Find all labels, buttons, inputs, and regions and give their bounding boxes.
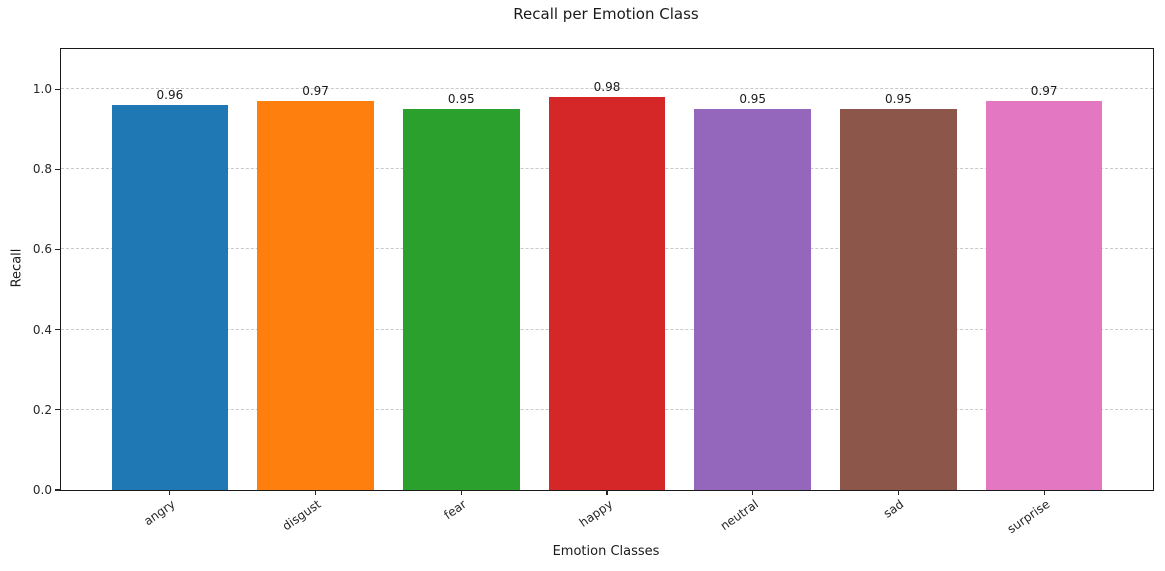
x-tick-label-happy: happy xyxy=(576,497,616,530)
gridline xyxy=(61,88,1153,90)
x-tick-label-angry: angry xyxy=(141,497,178,529)
chart-title: Recall per Emotion Class xyxy=(513,5,699,23)
x-tick-mark xyxy=(169,490,171,495)
bar-neutral xyxy=(694,109,811,490)
y-tick-label: 0.8 xyxy=(32,162,52,177)
x-tick-mark xyxy=(897,490,899,495)
x-tick-label-sad: sad xyxy=(881,497,907,521)
y-tick-mark xyxy=(55,248,60,251)
y-tick-mark xyxy=(55,409,60,411)
x-tick-label-disgust: disgust xyxy=(280,497,324,534)
bar-disgust xyxy=(257,101,374,490)
x-tick-label-surprise: surprise xyxy=(1004,497,1053,537)
plot-area: 0.96 0.97 0.95 0.98 0.95 0.95 0.97 0.0 0.2 0.4 0.… xyxy=(33,48,1154,536)
bar-surprise xyxy=(985,101,1103,490)
bar-value-label: 0.96 xyxy=(156,88,184,103)
y-tick-mark xyxy=(55,168,60,170)
x-tick-mark xyxy=(314,490,317,495)
bar-happy xyxy=(548,97,666,490)
y-tick-label: 0.4 xyxy=(32,322,52,337)
y-tick-mark xyxy=(55,88,60,90)
x-tick-mark xyxy=(752,490,754,495)
bar-value-label: 0.97 xyxy=(302,84,329,99)
bar-fear xyxy=(403,109,520,490)
bar-value-label: 0.95 xyxy=(885,92,912,107)
y-tick-label: 1.0 xyxy=(32,82,52,97)
y-tick-label: 0.2 xyxy=(32,402,52,417)
y-axis-label: Recall xyxy=(9,248,25,288)
x-axis-label: Emotion Classes xyxy=(552,544,660,559)
y-tick-mark xyxy=(55,489,60,491)
x-tick-mark xyxy=(606,490,608,495)
bar-sad xyxy=(840,109,957,490)
y-tick-label: 0.6 xyxy=(32,242,52,257)
x-tick-mark xyxy=(460,490,462,495)
x-tick-mark xyxy=(1043,490,1045,495)
x-tick-label-fear: fear xyxy=(441,497,470,523)
bar-value-label: 0.97 xyxy=(1030,84,1058,99)
bar-value-label: 0.98 xyxy=(593,80,621,95)
y-tick-label: 0.0 xyxy=(32,483,52,497)
bar-value-label: 0.95 xyxy=(739,92,767,107)
bar-angry xyxy=(111,105,229,490)
y-tick-mark xyxy=(55,329,60,331)
bar-value-label: 0.95 xyxy=(447,92,475,107)
x-tick-label-neutral: neutral xyxy=(717,497,761,534)
